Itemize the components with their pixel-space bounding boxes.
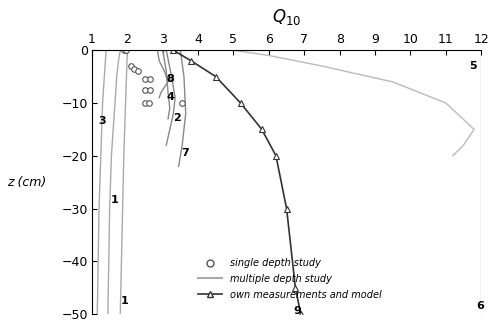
Text: 6: 6 [476,301,484,311]
Text: 8: 8 [166,74,174,84]
Text: 9: 9 [294,306,302,316]
Text: 5: 5 [469,61,477,71]
Text: 3: 3 [98,116,106,126]
Y-axis label: z (cm): z (cm) [7,176,46,189]
Text: 2: 2 [173,114,181,123]
Legend: single depth study, multiple depth study, own measurements and model: single depth study, multiple depth study… [194,254,386,304]
Text: 1: 1 [121,295,129,306]
Text: 4: 4 [167,92,175,102]
Title: $Q_{10}$: $Q_{10}$ [272,7,301,27]
Text: 1: 1 [110,195,118,205]
Text: 7: 7 [181,148,189,158]
